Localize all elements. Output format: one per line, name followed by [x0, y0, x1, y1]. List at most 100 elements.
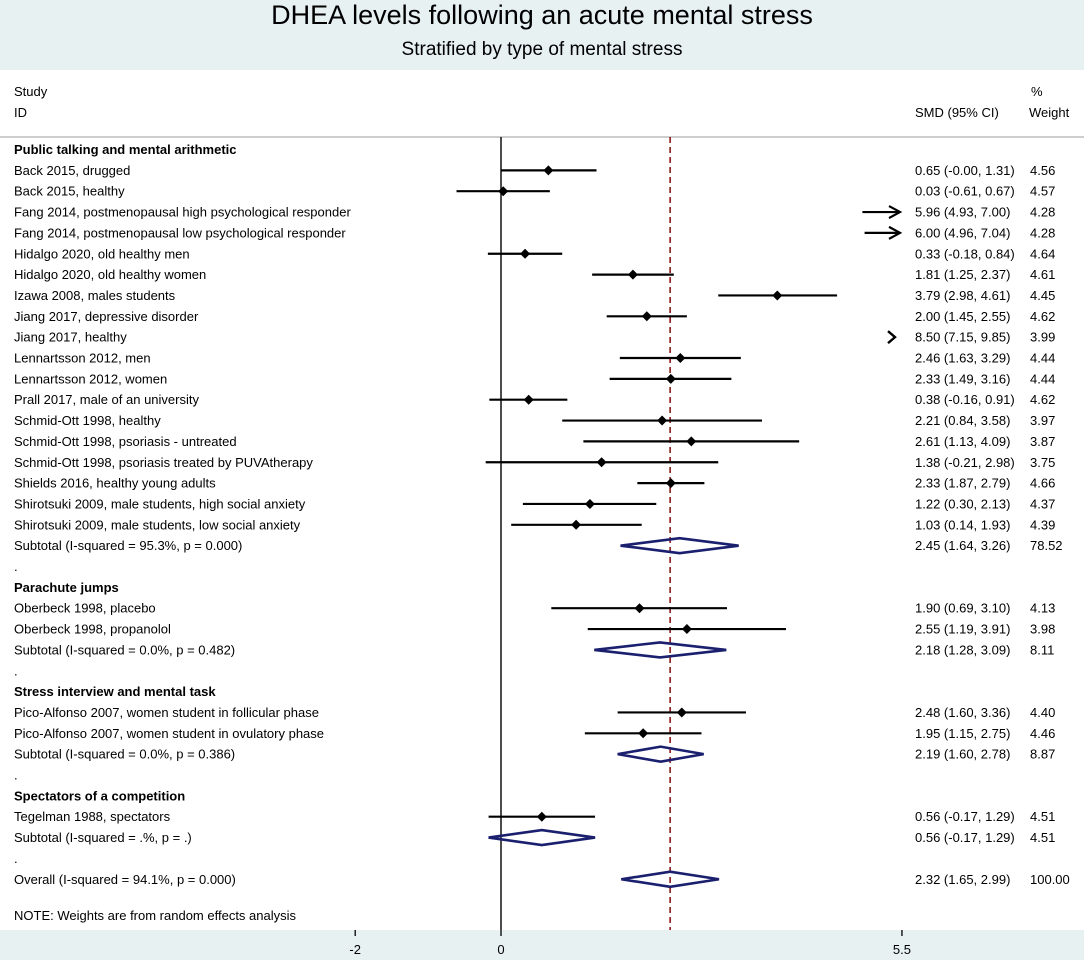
- weight-value: 8.11: [1030, 642, 1054, 657]
- percent-column-header: %: [1031, 84, 1043, 99]
- study-label: Tegelman 1988, spectators: [14, 809, 171, 824]
- point-estimate: [523, 394, 534, 405]
- weight-value: 4.37: [1030, 496, 1055, 511]
- weight-value: 4.51: [1030, 830, 1055, 845]
- point-estimate: [596, 457, 607, 468]
- weight-value: 4.61: [1030, 267, 1055, 282]
- weight-value: 8.87: [1030, 747, 1055, 762]
- point-estimate: [543, 165, 554, 176]
- row-spacer: .: [14, 851, 18, 866]
- study-label: Shirotsuki 2009, male students, high soc…: [14, 496, 306, 511]
- chart-subtitle: Stratified by type of mental stress: [401, 39, 683, 60]
- ci-value: 2.33 (1.49, 3.16): [915, 371, 1010, 386]
- ci-value: 1.03 (0.14, 1.93): [915, 517, 1010, 532]
- ci-value: 2.45 (1.64, 3.26): [915, 538, 1010, 553]
- weight-value: 78.52: [1030, 538, 1063, 553]
- ci-value: 2.32 (1.65, 2.99): [915, 872, 1010, 887]
- weight-value: 4.44: [1030, 351, 1055, 366]
- ci-value: 2.61 (1.13, 4.09): [915, 434, 1010, 449]
- ci-value: 2.21 (0.84, 3.58): [915, 413, 1010, 428]
- chart-title: DHEA levels following an acute mental st…: [271, 0, 813, 30]
- point-estimate: [498, 186, 509, 197]
- study-label: Lennartsson 2012, men: [14, 351, 151, 366]
- weight-column-header: Weight: [1029, 105, 1070, 120]
- point-estimate: [665, 478, 676, 489]
- ci-value: 2.00 (1.45, 2.55): [915, 309, 1010, 324]
- weight-value: 100.00: [1030, 872, 1070, 887]
- smd-column-header: SMD (95% CI): [915, 105, 999, 120]
- subtotal-label: Subtotal (I-squared = .%, p = .): [14, 830, 192, 845]
- weight-value: 4.66: [1030, 476, 1055, 491]
- ci-value: 2.55 (1.19, 3.91): [915, 622, 1010, 637]
- id-column-header: ID: [14, 105, 27, 120]
- group-label: Stress interview and mental task: [14, 684, 216, 699]
- point-estimate: [584, 498, 595, 509]
- group-label: Public talking and mental arithmetic: [14, 142, 237, 157]
- study-label: Shields 2016, healthy young adults: [14, 476, 216, 491]
- group-label: Spectators of a competition: [14, 788, 185, 803]
- weight-value: 4.13: [1030, 601, 1055, 616]
- study-label: Jiang 2017, depressive disorder: [14, 309, 199, 324]
- weight-value: 4.28: [1030, 225, 1055, 240]
- ci-value: 2.18 (1.28, 3.09): [915, 642, 1010, 657]
- ci-value: 6.00 (4.96, 7.04): [915, 225, 1010, 240]
- title-band: DHEA levels following an acute mental st…: [0, 0, 1084, 70]
- subtotal-diamond: [617, 745, 704, 763]
- point-estimate: [686, 436, 697, 447]
- point-estimate: [520, 248, 531, 259]
- x-tick-label: 0: [497, 942, 504, 957]
- subtotal-diamond: [594, 641, 727, 659]
- study-label: Back 2015, drugged: [14, 163, 130, 178]
- study-label: Hidalgo 2020, old healthy women: [14, 267, 206, 282]
- weight-value: 4.62: [1030, 309, 1055, 324]
- ci-value: 8.50 (7.15, 9.85): [915, 330, 1010, 345]
- study-label: Hidalgo 2020, old healthy men: [14, 246, 190, 261]
- row-spacer: .: [14, 559, 18, 574]
- study-label: Fang 2014, postmenopausal low psychologi…: [14, 225, 346, 240]
- off-scale-chevron-icon: [887, 330, 897, 345]
- subtotal-diamond: [620, 536, 739, 555]
- weight-value: 3.98: [1030, 622, 1055, 637]
- row-spacer: .: [14, 663, 18, 678]
- study-label: Schmid-Ott 1998, healthy: [14, 413, 161, 428]
- point-estimate: [638, 728, 649, 739]
- point-estimate: [665, 373, 676, 384]
- study-label: Lennartsson 2012, women: [14, 371, 167, 386]
- ci-value: 0.38 (-0.16, 0.91): [915, 392, 1015, 407]
- ci-value: 1.81 (1.25, 2.37): [915, 267, 1010, 282]
- point-estimate: [627, 269, 638, 280]
- weight-value: 4.62: [1030, 392, 1055, 407]
- study-column-header: Study: [14, 84, 48, 99]
- x-axis: -2 0 5.5: [349, 930, 911, 957]
- point-estimate: [571, 519, 582, 530]
- point-estimate: [772, 290, 783, 301]
- point-estimate: [641, 311, 652, 322]
- study-label: Fang 2014, postmenopausal high psycholog…: [14, 205, 351, 220]
- point-estimate: [675, 353, 686, 363]
- ci-value: 1.22 (0.30, 2.13): [915, 496, 1010, 511]
- study-label: Izawa 2008, males students: [14, 288, 176, 303]
- point-estimate: [536, 811, 547, 822]
- weight-value: 4.46: [1030, 726, 1055, 741]
- weights-note: NOTE: Weights are from random effects an…: [14, 908, 297, 923]
- x-tick-label: 5.5: [893, 942, 911, 957]
- weight-value: 4.28: [1030, 205, 1055, 220]
- study-label: Prall 2017, male of an university: [14, 392, 199, 407]
- study-label: Oberbeck 1998, placebo: [14, 601, 156, 616]
- arrow-icon: [888, 225, 903, 240]
- ci-value: 0.33 (-0.18, 0.84): [915, 246, 1015, 261]
- weight-value: 3.75: [1030, 455, 1055, 470]
- study-label: Shirotsuki 2009, male students, low soci…: [14, 517, 301, 532]
- study-label: Oberbeck 1998, propanolol: [14, 622, 171, 637]
- study-label: Schmid-Ott 1998, psoriasis treated by PU…: [14, 455, 313, 470]
- ci-value: 1.38 (-0.21, 2.98): [915, 455, 1015, 470]
- ci-value: 2.33 (1.87, 2.79): [915, 476, 1010, 491]
- subtotal-diamond: [488, 828, 596, 847]
- ci-value: 5.96 (4.93, 7.00): [915, 205, 1010, 220]
- weight-value: 4.56: [1030, 163, 1055, 178]
- point-estimate: [676, 707, 687, 718]
- ci-value: 2.46 (1.63, 3.29): [915, 351, 1010, 366]
- weight-value: 4.51: [1030, 809, 1055, 824]
- ci-value: 0.56 (-0.17, 1.29): [915, 809, 1015, 824]
